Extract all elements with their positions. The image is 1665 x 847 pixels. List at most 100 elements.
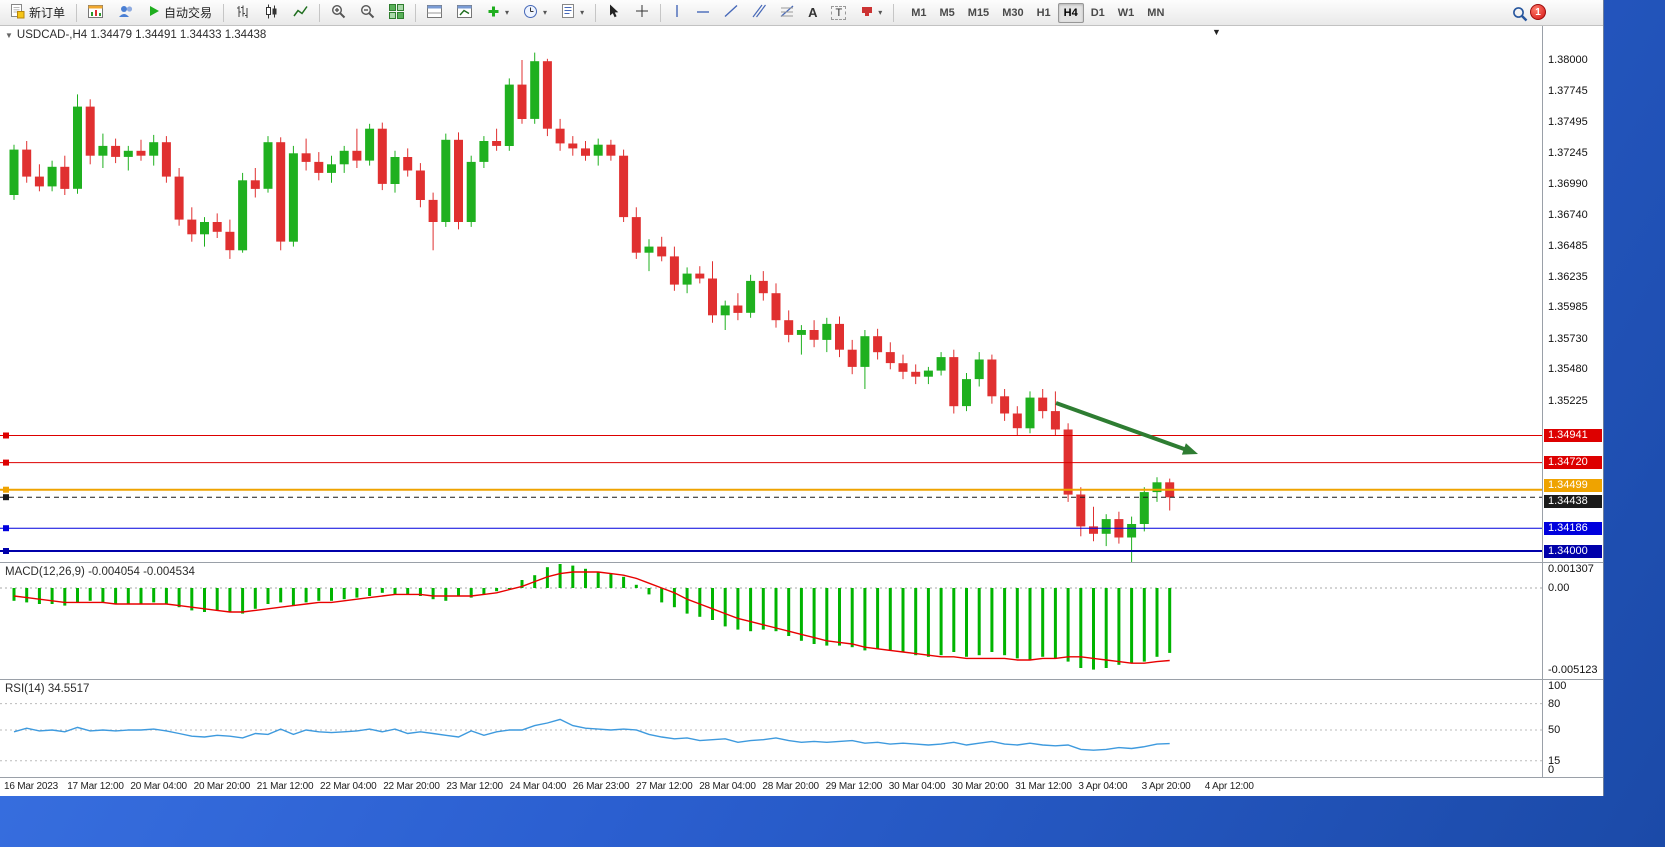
bull-candle	[288, 153, 298, 242]
bear-candle	[873, 336, 883, 353]
macd-plot[interactable]	[0, 563, 1542, 679]
bull-candle	[365, 128, 375, 161]
macd-histogram-bar	[1155, 588, 1159, 657]
bull-candle	[466, 161, 476, 222]
toolbar-separator	[76, 3, 78, 22]
zoom-out-button[interactable]	[354, 2, 381, 24]
crosshair-tool-button[interactable]	[629, 2, 655, 24]
bear-candle	[161, 142, 171, 177]
price-tag-1.34499: 1.34499	[1544, 479, 1602, 493]
line-chart-mode-button[interactable]	[287, 2, 314, 24]
macd-histogram-bar	[444, 588, 448, 601]
macd-histogram-bar	[164, 588, 168, 604]
timeframe-button-W1[interactable]: W1	[1117, 6, 1135, 19]
macd-histogram-bar	[990, 588, 994, 652]
data-window-button[interactable]	[421, 2, 449, 24]
text-label-tool-button[interactable]: T	[825, 2, 852, 24]
period-button[interactable]: ▾	[517, 2, 553, 24]
line-handle[interactable]	[3, 459, 9, 466]
timeframe-button-D1[interactable]: D1	[1090, 6, 1105, 19]
bull-candle	[593, 144, 603, 156]
bull-candle	[98, 145, 108, 156]
macd-histogram-bar	[317, 588, 321, 601]
notification-badge[interactable]: 1	[1530, 4, 1546, 20]
time-axis-label: 3 Apr 04:00	[1078, 781, 1128, 792]
trend-arrow-line[interactable]	[1055, 401, 1190, 453]
indicator-window-button[interactable]	[451, 2, 479, 24]
timeframe-button-M30[interactable]: M30	[1002, 6, 1024, 19]
vertical-line-tool-button[interactable]	[666, 2, 688, 24]
bull-candle	[47, 166, 57, 187]
bull-candle	[479, 141, 489, 162]
rsi-axis-tick: 100	[1548, 680, 1567, 692]
line-handle[interactable]	[3, 525, 9, 532]
bear-candle	[377, 128, 387, 184]
macd-histogram-bar	[1104, 588, 1108, 668]
price-tag-1.34438: 1.34438	[1544, 494, 1602, 508]
bar-chart-icon	[235, 4, 250, 22]
bear-candle	[250, 180, 260, 189]
bull-candle	[504, 84, 514, 146]
macd-histogram-bar	[749, 588, 753, 632]
line-handle[interactable]	[3, 494, 9, 501]
autotrading-button[interactable]: 自动交易	[142, 2, 218, 24]
bear-candle	[34, 176, 44, 187]
new-order-button[interactable]: 新订单	[4, 2, 71, 24]
bear-candle	[111, 145, 121, 157]
rsi-axis-tick: 15	[1548, 754, 1561, 767]
bear-candle	[733, 305, 743, 313]
timeframe-button-H1[interactable]: H1	[1036, 6, 1051, 19]
horizontal-line-tool-button[interactable]	[690, 2, 716, 24]
panel-collapse-icon[interactable]: ▼	[5, 31, 13, 40]
line-handle[interactable]	[3, 548, 9, 554]
bear-candle	[1089, 526, 1098, 534]
macd-histogram-bar	[977, 588, 981, 656]
trendline-tool-button[interactable]	[718, 2, 744, 24]
channel-tool-button[interactable]	[746, 2, 772, 24]
line-handle[interactable]	[3, 432, 9, 439]
macd-histogram-bar	[634, 584, 638, 588]
arrows-tool-button[interactable]: ▾	[854, 2, 888, 24]
search-icon	[1512, 6, 1528, 25]
rsi-line	[13, 718, 1170, 751]
new-chart-button[interactable]	[82, 2, 110, 24]
add-indicator-button[interactable]: ▾	[481, 2, 515, 24]
chart-shift-marker-icon[interactable]: ▼	[1212, 27, 1221, 37]
macd-histogram-bar	[812, 588, 816, 644]
bear-candle	[85, 106, 95, 156]
timeframe-button-M5[interactable]: M5	[939, 6, 955, 19]
timeframe-button-M1[interactable]: M1	[911, 6, 927, 19]
rsi-plot[interactable]	[0, 680, 1542, 777]
macd-histogram-bar	[647, 588, 651, 595]
time-axis[interactable]: 16 Mar 2023 17 Mar 12:00 20 Mar 04:00 20 Ma…	[0, 777, 1603, 796]
macd-histogram-bar	[88, 588, 92, 601]
bull-candle	[720, 305, 730, 316]
candlestick-mode-button[interactable]	[258, 2, 285, 24]
macd-histogram-bar	[241, 588, 245, 614]
fibonacci-tool-button[interactable]	[774, 2, 800, 24]
profiles-button[interactable]	[112, 2, 140, 24]
macd-histogram-bar	[1130, 588, 1134, 664]
bar-chart-mode-button[interactable]	[229, 2, 256, 24]
macd-histogram-bar	[914, 588, 918, 656]
tile-windows-button[interactable]	[383, 2, 410, 24]
timeframe-button-H4[interactable]: H4	[1057, 2, 1084, 23]
cursor-tool-button[interactable]	[601, 2, 627, 24]
main-chart-plot[interactable]	[0, 26, 1542, 562]
macd-histogram-bar	[228, 588, 232, 612]
trend-arrow-head[interactable]	[1181, 443, 1198, 455]
timeframe-button-MN[interactable]: MN	[1147, 6, 1165, 19]
macd-axis-tick: 0.001307	[1548, 563, 1594, 575]
macd-histogram-bar	[761, 588, 765, 630]
macd-histogram-bar	[63, 588, 67, 606]
line-handle[interactable]	[3, 486, 9, 493]
macd-histogram-bar	[698, 588, 702, 617]
text-tool-button[interactable]: A	[802, 2, 823, 24]
zoom-in-button[interactable]	[325, 2, 352, 24]
search-button[interactable]	[1506, 4, 1534, 26]
template-button[interactable]: ▾	[555, 2, 590, 24]
bear-candle	[835, 323, 844, 350]
timeframe-button-M15[interactable]: M15	[967, 6, 990, 19]
rsi-axis-tick: 50	[1548, 724, 1561, 736]
macd-histogram-bar	[469, 588, 473, 598]
